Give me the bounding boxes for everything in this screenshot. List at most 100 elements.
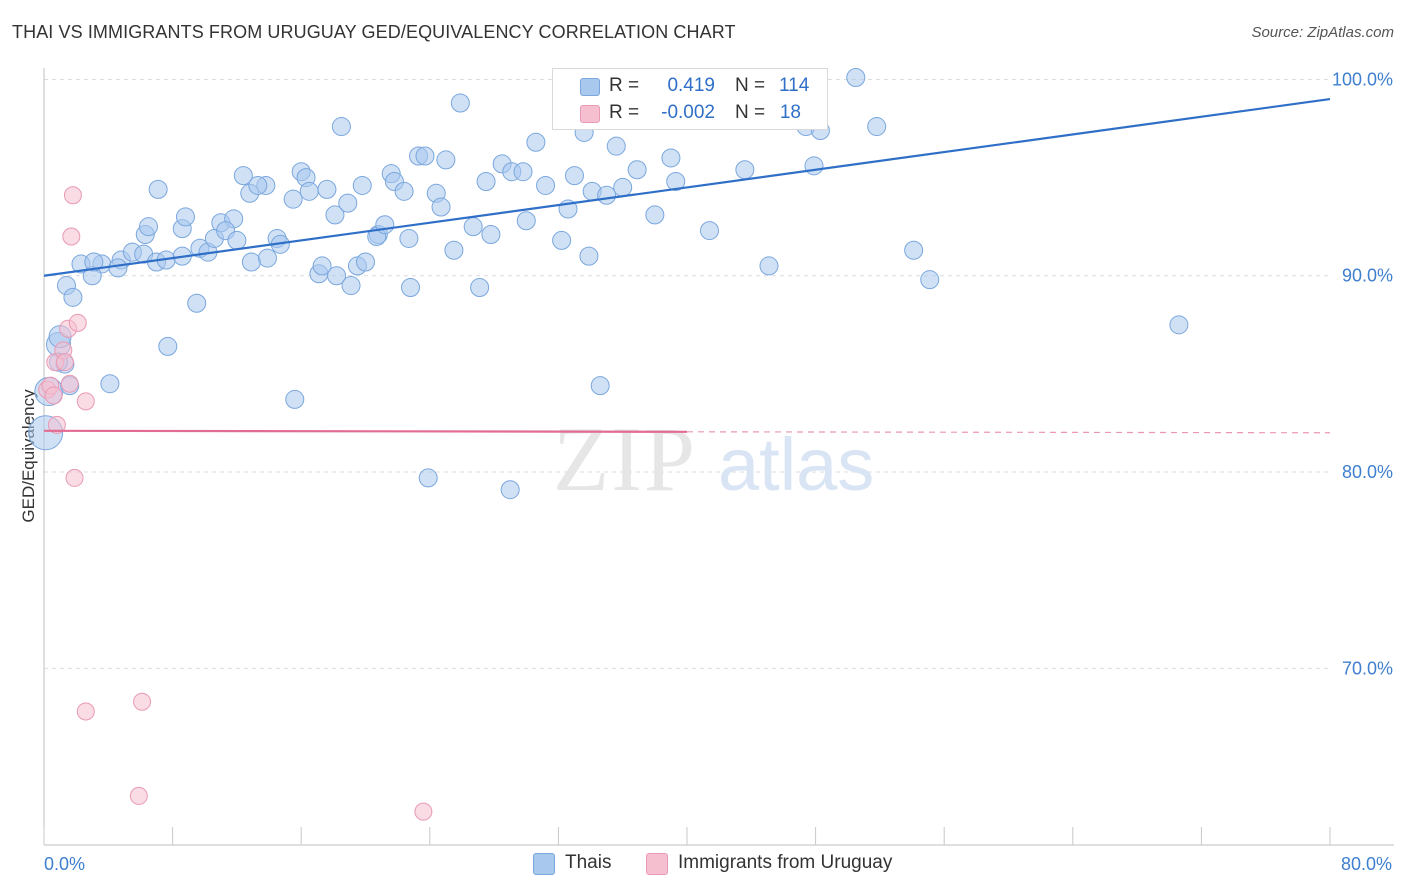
legend-n-value: 18 bbox=[779, 102, 801, 123]
thai-point bbox=[513, 162, 533, 182]
x-tick-label-min: 0.0% bbox=[44, 854, 85, 874]
thai-point bbox=[846, 67, 866, 87]
thai-point bbox=[108, 258, 128, 278]
thai-point bbox=[241, 252, 261, 272]
thai-point bbox=[516, 211, 536, 231]
watermark-zip: ZIP bbox=[553, 408, 697, 510]
thai-point bbox=[564, 166, 584, 186]
thai-point bbox=[327, 266, 347, 286]
chart-title: THAI VS IMMIGRANTS FROM URUGUAY GED/EQUI… bbox=[12, 22, 736, 42]
y-axis-label: GED/Equivalency bbox=[19, 389, 38, 523]
thai-point bbox=[257, 248, 277, 268]
thai-point bbox=[84, 252, 104, 272]
thai-point bbox=[735, 160, 755, 180]
thai-point bbox=[536, 175, 556, 195]
y-tick-label: 90.0% bbox=[1342, 266, 1393, 286]
thai-point bbox=[158, 336, 178, 356]
thai-point bbox=[138, 217, 158, 237]
thai-point bbox=[476, 172, 496, 192]
thai-point bbox=[470, 278, 490, 298]
series-legend: Thais Immigrants from Uruguay bbox=[0, 850, 1406, 880]
thai-point bbox=[867, 117, 887, 137]
thai-point bbox=[415, 146, 435, 166]
uruguay-point bbox=[63, 186, 82, 205]
legend-r-value: -0.002 bbox=[661, 102, 715, 123]
legend-n-label: N = bbox=[735, 75, 766, 96]
uruguay-point bbox=[65, 468, 84, 487]
thai-point bbox=[148, 179, 168, 199]
y-tick-label: 70.0% bbox=[1342, 658, 1393, 678]
thai-point bbox=[341, 276, 361, 296]
thai-point bbox=[325, 205, 345, 225]
legend-swatch-uruguay bbox=[646, 853, 668, 875]
thai-point bbox=[338, 193, 358, 213]
legend-swatch-thais bbox=[533, 853, 555, 875]
thai-point bbox=[283, 189, 303, 209]
thai-point bbox=[299, 181, 319, 201]
thai-point bbox=[1169, 315, 1189, 335]
legend-r-label: R = bbox=[609, 102, 640, 123]
thai-point bbox=[804, 156, 824, 176]
uruguay-trend-line-extension bbox=[686, 431, 1331, 434]
trend-lines bbox=[43, 97, 1331, 434]
thai-point bbox=[444, 240, 464, 260]
thai-point bbox=[431, 197, 451, 217]
thai-point bbox=[436, 150, 456, 170]
uruguay-point bbox=[60, 374, 79, 393]
watermark-atlas: atlas bbox=[718, 423, 874, 506]
legend-label-thais: Thais bbox=[565, 852, 612, 873]
uruguay-point bbox=[133, 692, 152, 711]
legend-n-value: 114 bbox=[779, 75, 810, 96]
thai-point bbox=[418, 468, 438, 488]
thai-point bbox=[661, 148, 681, 168]
thai-point bbox=[904, 240, 924, 260]
thai-point bbox=[759, 256, 779, 276]
thai-point bbox=[552, 230, 572, 250]
thai-point bbox=[356, 252, 375, 272]
thai-point bbox=[920, 270, 940, 290]
thai-point bbox=[233, 166, 253, 186]
thai-point bbox=[613, 177, 633, 197]
thai-point bbox=[248, 175, 268, 195]
thai-points bbox=[28, 67, 1189, 500]
uruguay-point bbox=[44, 386, 63, 405]
thai-point bbox=[317, 179, 337, 199]
chart-source: Source: ZipAtlas.com bbox=[1251, 24, 1394, 41]
thai-point bbox=[187, 293, 207, 313]
y-tick-labels: 100.0% 90.0% 80.0% 70.0% bbox=[1332, 69, 1393, 678]
thai-point bbox=[450, 93, 470, 113]
legend-swatch-uruguay bbox=[580, 105, 600, 123]
thai-point bbox=[597, 185, 617, 205]
legend-n-label: N = bbox=[735, 102, 766, 123]
thai-point bbox=[526, 132, 546, 152]
thai-point bbox=[500, 480, 520, 500]
y-tick-label: 100.0% bbox=[1332, 69, 1393, 89]
axes-layer bbox=[43, 68, 1394, 846]
uruguay-point bbox=[47, 415, 66, 434]
legend-row-thais: R = 0.419 N = 114 bbox=[553, 73, 827, 101]
thai-point bbox=[285, 389, 305, 409]
thai-point bbox=[590, 376, 610, 396]
thai-point bbox=[312, 256, 332, 276]
thai-point bbox=[394, 181, 414, 201]
thai-point bbox=[700, 221, 720, 241]
legend-label-uruguay: Immigrants from Uruguay bbox=[678, 852, 893, 873]
legend-r-label: R = bbox=[609, 75, 640, 96]
legend-row-uruguay: R = -0.002 N = 18 bbox=[553, 100, 827, 128]
thai-point bbox=[100, 374, 120, 394]
uruguay-points bbox=[38, 186, 433, 821]
thai-point bbox=[606, 136, 626, 156]
uruguay-point bbox=[76, 392, 95, 411]
thai-point bbox=[627, 160, 647, 180]
legend-swatch-thais bbox=[580, 78, 600, 96]
thai-point bbox=[352, 175, 372, 195]
thai-point bbox=[463, 217, 483, 237]
thai-point bbox=[227, 230, 247, 250]
x-tick-label-max: 80.0% bbox=[1341, 854, 1392, 874]
watermark: ZIP atlas bbox=[553, 408, 874, 510]
x-tick-labels: 0.0% 80.0% bbox=[44, 854, 1392, 874]
grid-layer bbox=[44, 78, 1330, 669]
legend-box: R = 0.419 N = 114 R = -0.002 N = 18 bbox=[552, 68, 828, 130]
y-tick-label: 80.0% bbox=[1342, 462, 1393, 482]
